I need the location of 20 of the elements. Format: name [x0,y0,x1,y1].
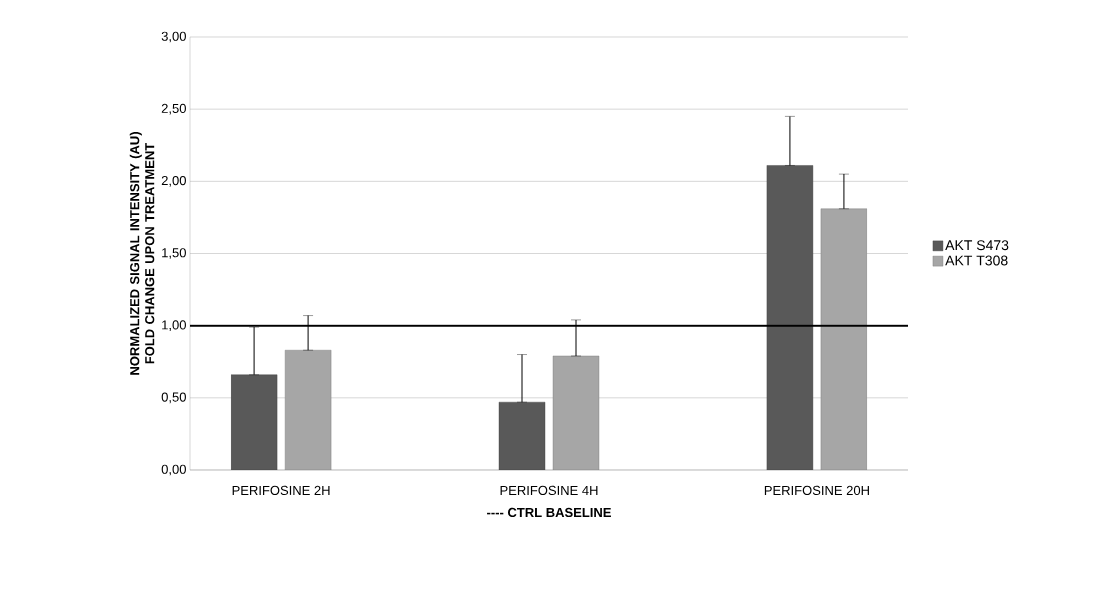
bar [284,350,332,470]
x-tick-label: PERIFOSINE 20H [764,485,869,495]
x-tick-label: PERIFOSINE 2H [232,485,330,495]
y-tick-label: 2,50 [161,103,186,115]
y-tick-label: 0,00 [161,464,186,476]
y-axis-title: NORMALIZED SIGNAL INTENSITY (AU) FOLD CHANGE UPON TREATMENT [129,132,155,375]
y-tick-label: 1,00 [162,320,186,332]
y-tick-label: 0,50 [161,392,186,404]
bar [820,208,868,470]
y-tick-label: 3,00 [161,31,186,43]
x-axis-title: ---- CTRL BASELINE [487,507,611,518]
legend-label: AKT S473 [945,240,1009,251]
y-tick-label: 1,50 [162,248,186,259]
x-tick-label: PERIFOSINE 4H [500,485,598,495]
legend-label: AKT T308 [945,255,1008,266]
bar [230,374,278,470]
y-tick-label: 2,00 [161,175,186,187]
bar [766,165,814,470]
bar [498,401,546,470]
bar [552,355,600,470]
